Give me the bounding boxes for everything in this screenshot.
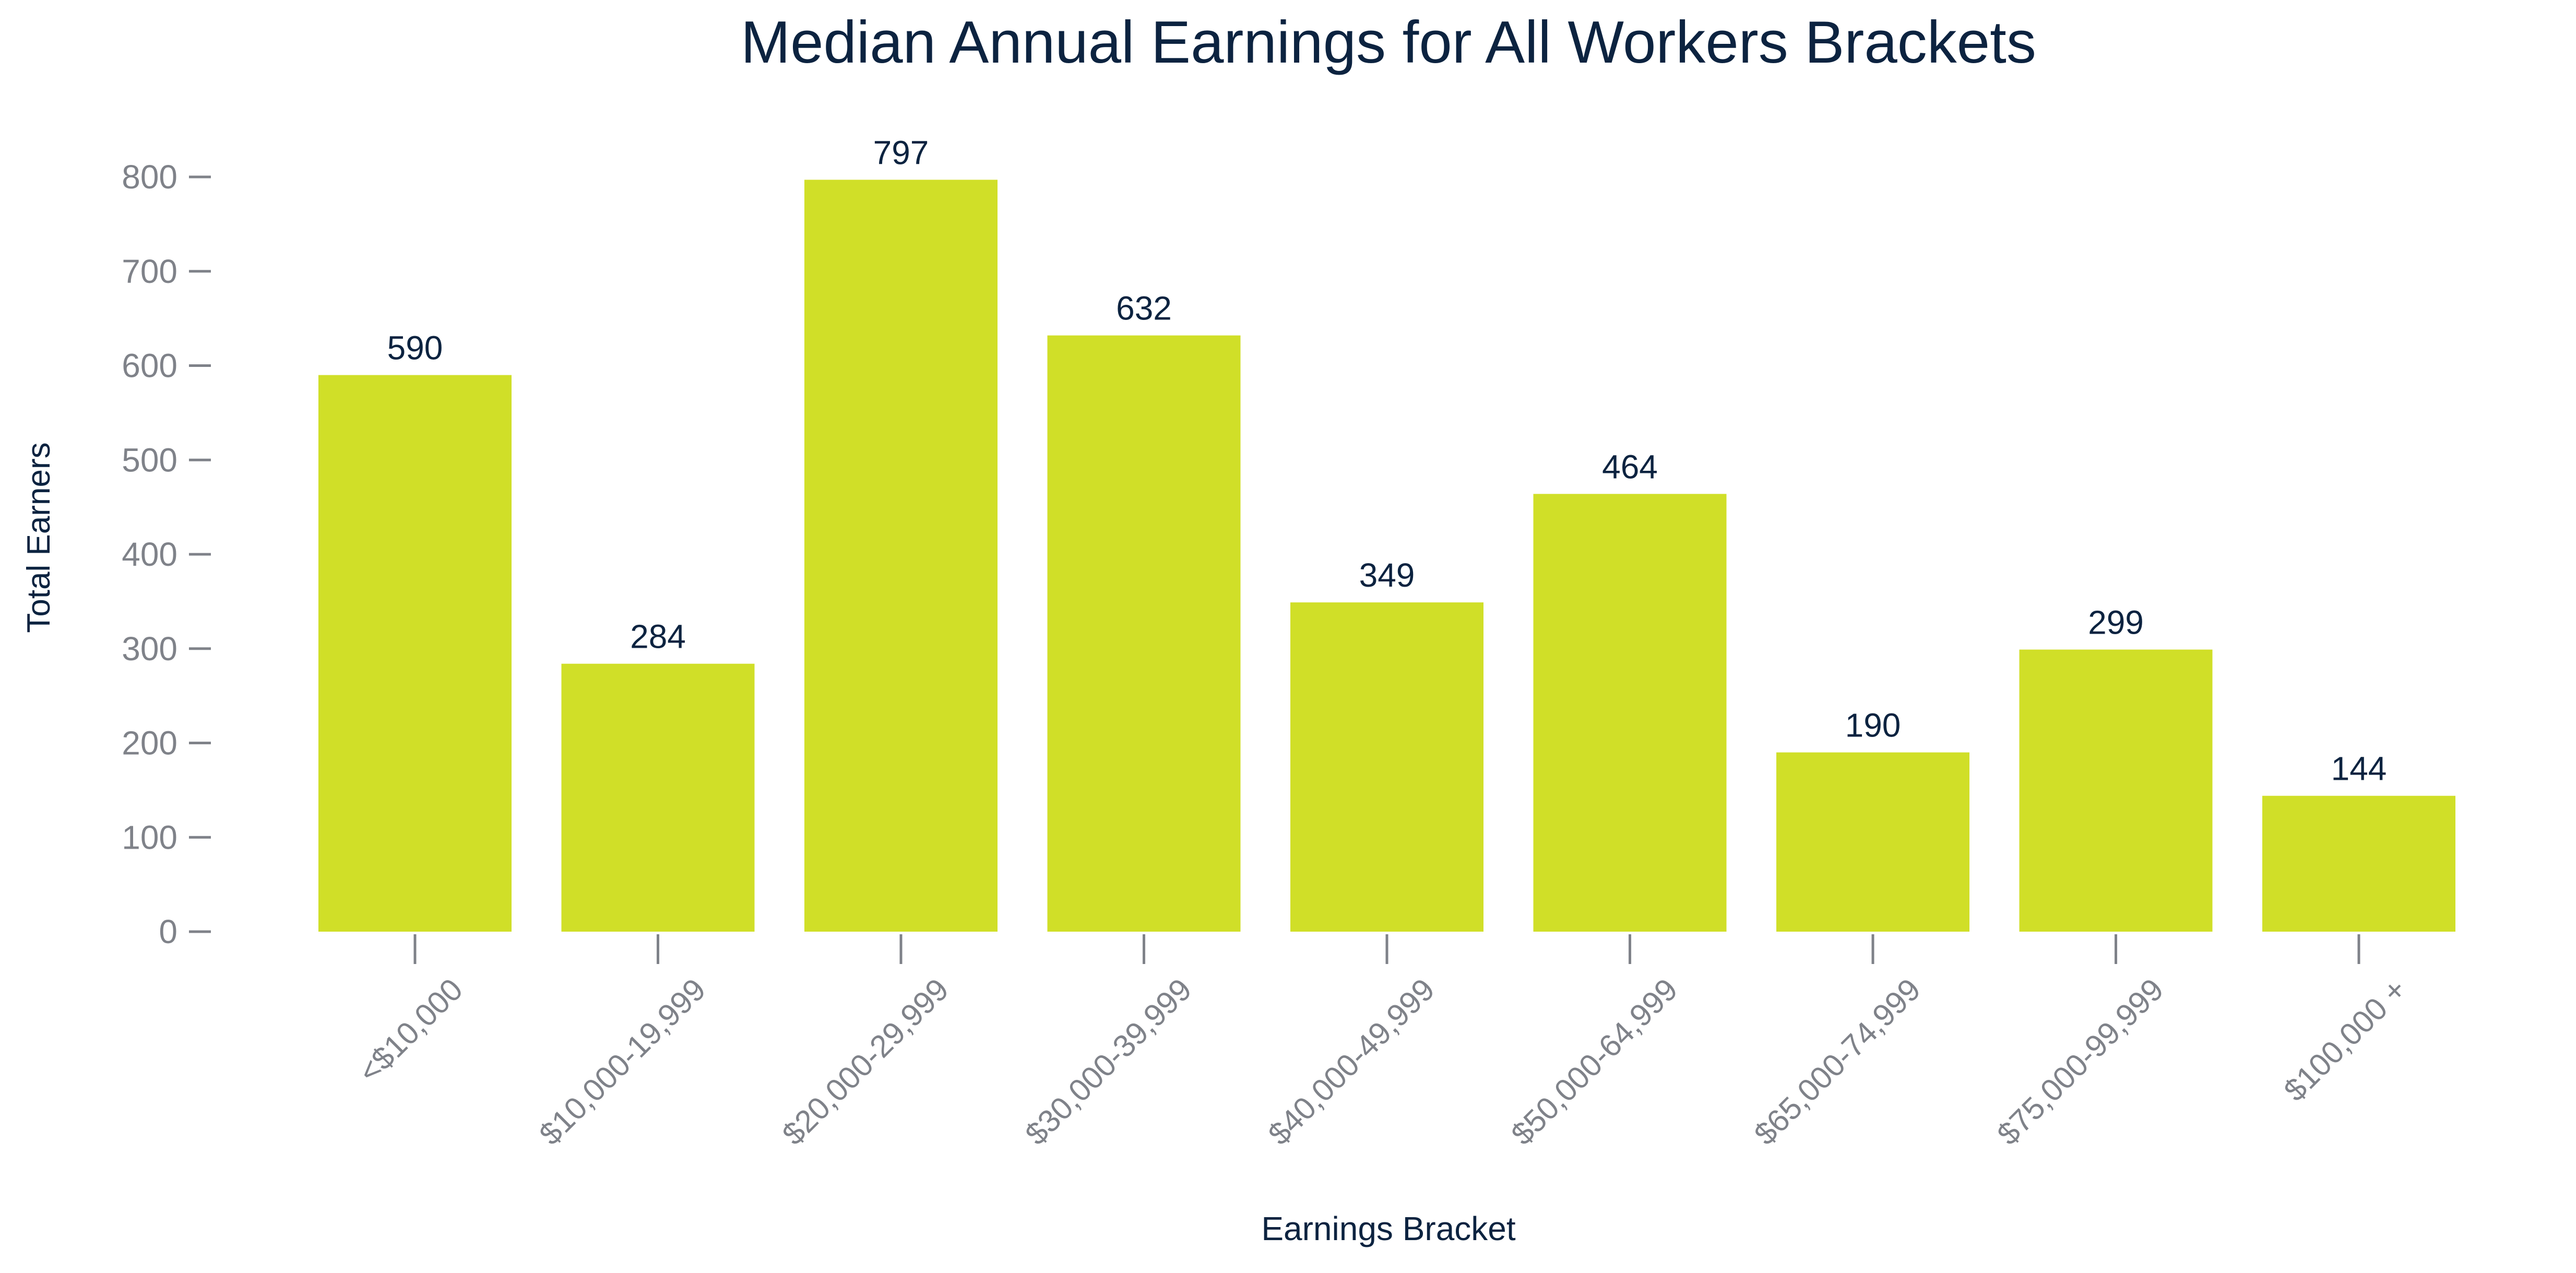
bar: [2019, 649, 2213, 932]
y-tick-label: 600: [122, 347, 177, 385]
y-tick-label: 800: [122, 158, 177, 196]
data-label: 144: [2331, 750, 2387, 788]
data-label: 590: [387, 329, 443, 367]
data-label: 299: [2088, 604, 2144, 641]
bar: [561, 663, 755, 932]
data-label: 190: [1845, 707, 1901, 744]
x-tick-label: <$10,000: [352, 972, 470, 1090]
x-axis: <$10,000 $10,000-19,999 $20,000-29,999 $30,…: [352, 934, 2413, 1152]
bar: [804, 180, 998, 932]
data-label: 797: [873, 134, 929, 171]
y-tick-label: 500: [122, 441, 177, 479]
data-label: 349: [1359, 556, 1415, 594]
x-tick-label: $10,000-19,999: [532, 972, 713, 1152]
x-tick-label: $20,000-29,999: [776, 972, 956, 1152]
y-tick-label: 300: [122, 630, 177, 668]
bar: [2262, 795, 2455, 932]
y-axis-title: Total Earners: [21, 442, 57, 633]
data-label: 464: [1602, 448, 1658, 485]
data-label: 632: [1116, 290, 1172, 327]
y-tick-label: 700: [122, 253, 177, 290]
x-tick-label: $50,000-64,999: [1504, 972, 1684, 1152]
bar: [318, 375, 512, 932]
x-tick-label: $75,000-99,999: [1990, 972, 2170, 1152]
y-axis: 0 100 200 300 400 500 600 700 800: [122, 158, 211, 950]
x-tick-label: $100,000 +: [2277, 972, 2413, 1108]
x-tick-label: $65,000-74,999: [1748, 972, 1928, 1152]
y-tick-label: 0: [159, 913, 177, 950]
y-tick-label: 100: [122, 818, 177, 856]
y-tick-label: 200: [122, 724, 177, 762]
data-labels-group: 590 284 797 632 349 464 190 299 144: [387, 134, 2387, 787]
x-tick-label: $40,000-49,999: [1262, 972, 1442, 1152]
data-label: 284: [630, 618, 686, 656]
bar: [1533, 494, 1727, 932]
bar: [1047, 335, 1241, 932]
y-tick-label: 400: [122, 536, 177, 573]
bar: [1776, 752, 1969, 932]
chart-title: Median Annual Earnings for All Workers B…: [741, 9, 2036, 76]
bar: [1290, 602, 1483, 932]
bars-group: [318, 180, 2455, 932]
x-axis-title: Earnings Bracket: [1261, 1210, 1516, 1247]
x-tick-label: $30,000-39,999: [1018, 972, 1198, 1152]
